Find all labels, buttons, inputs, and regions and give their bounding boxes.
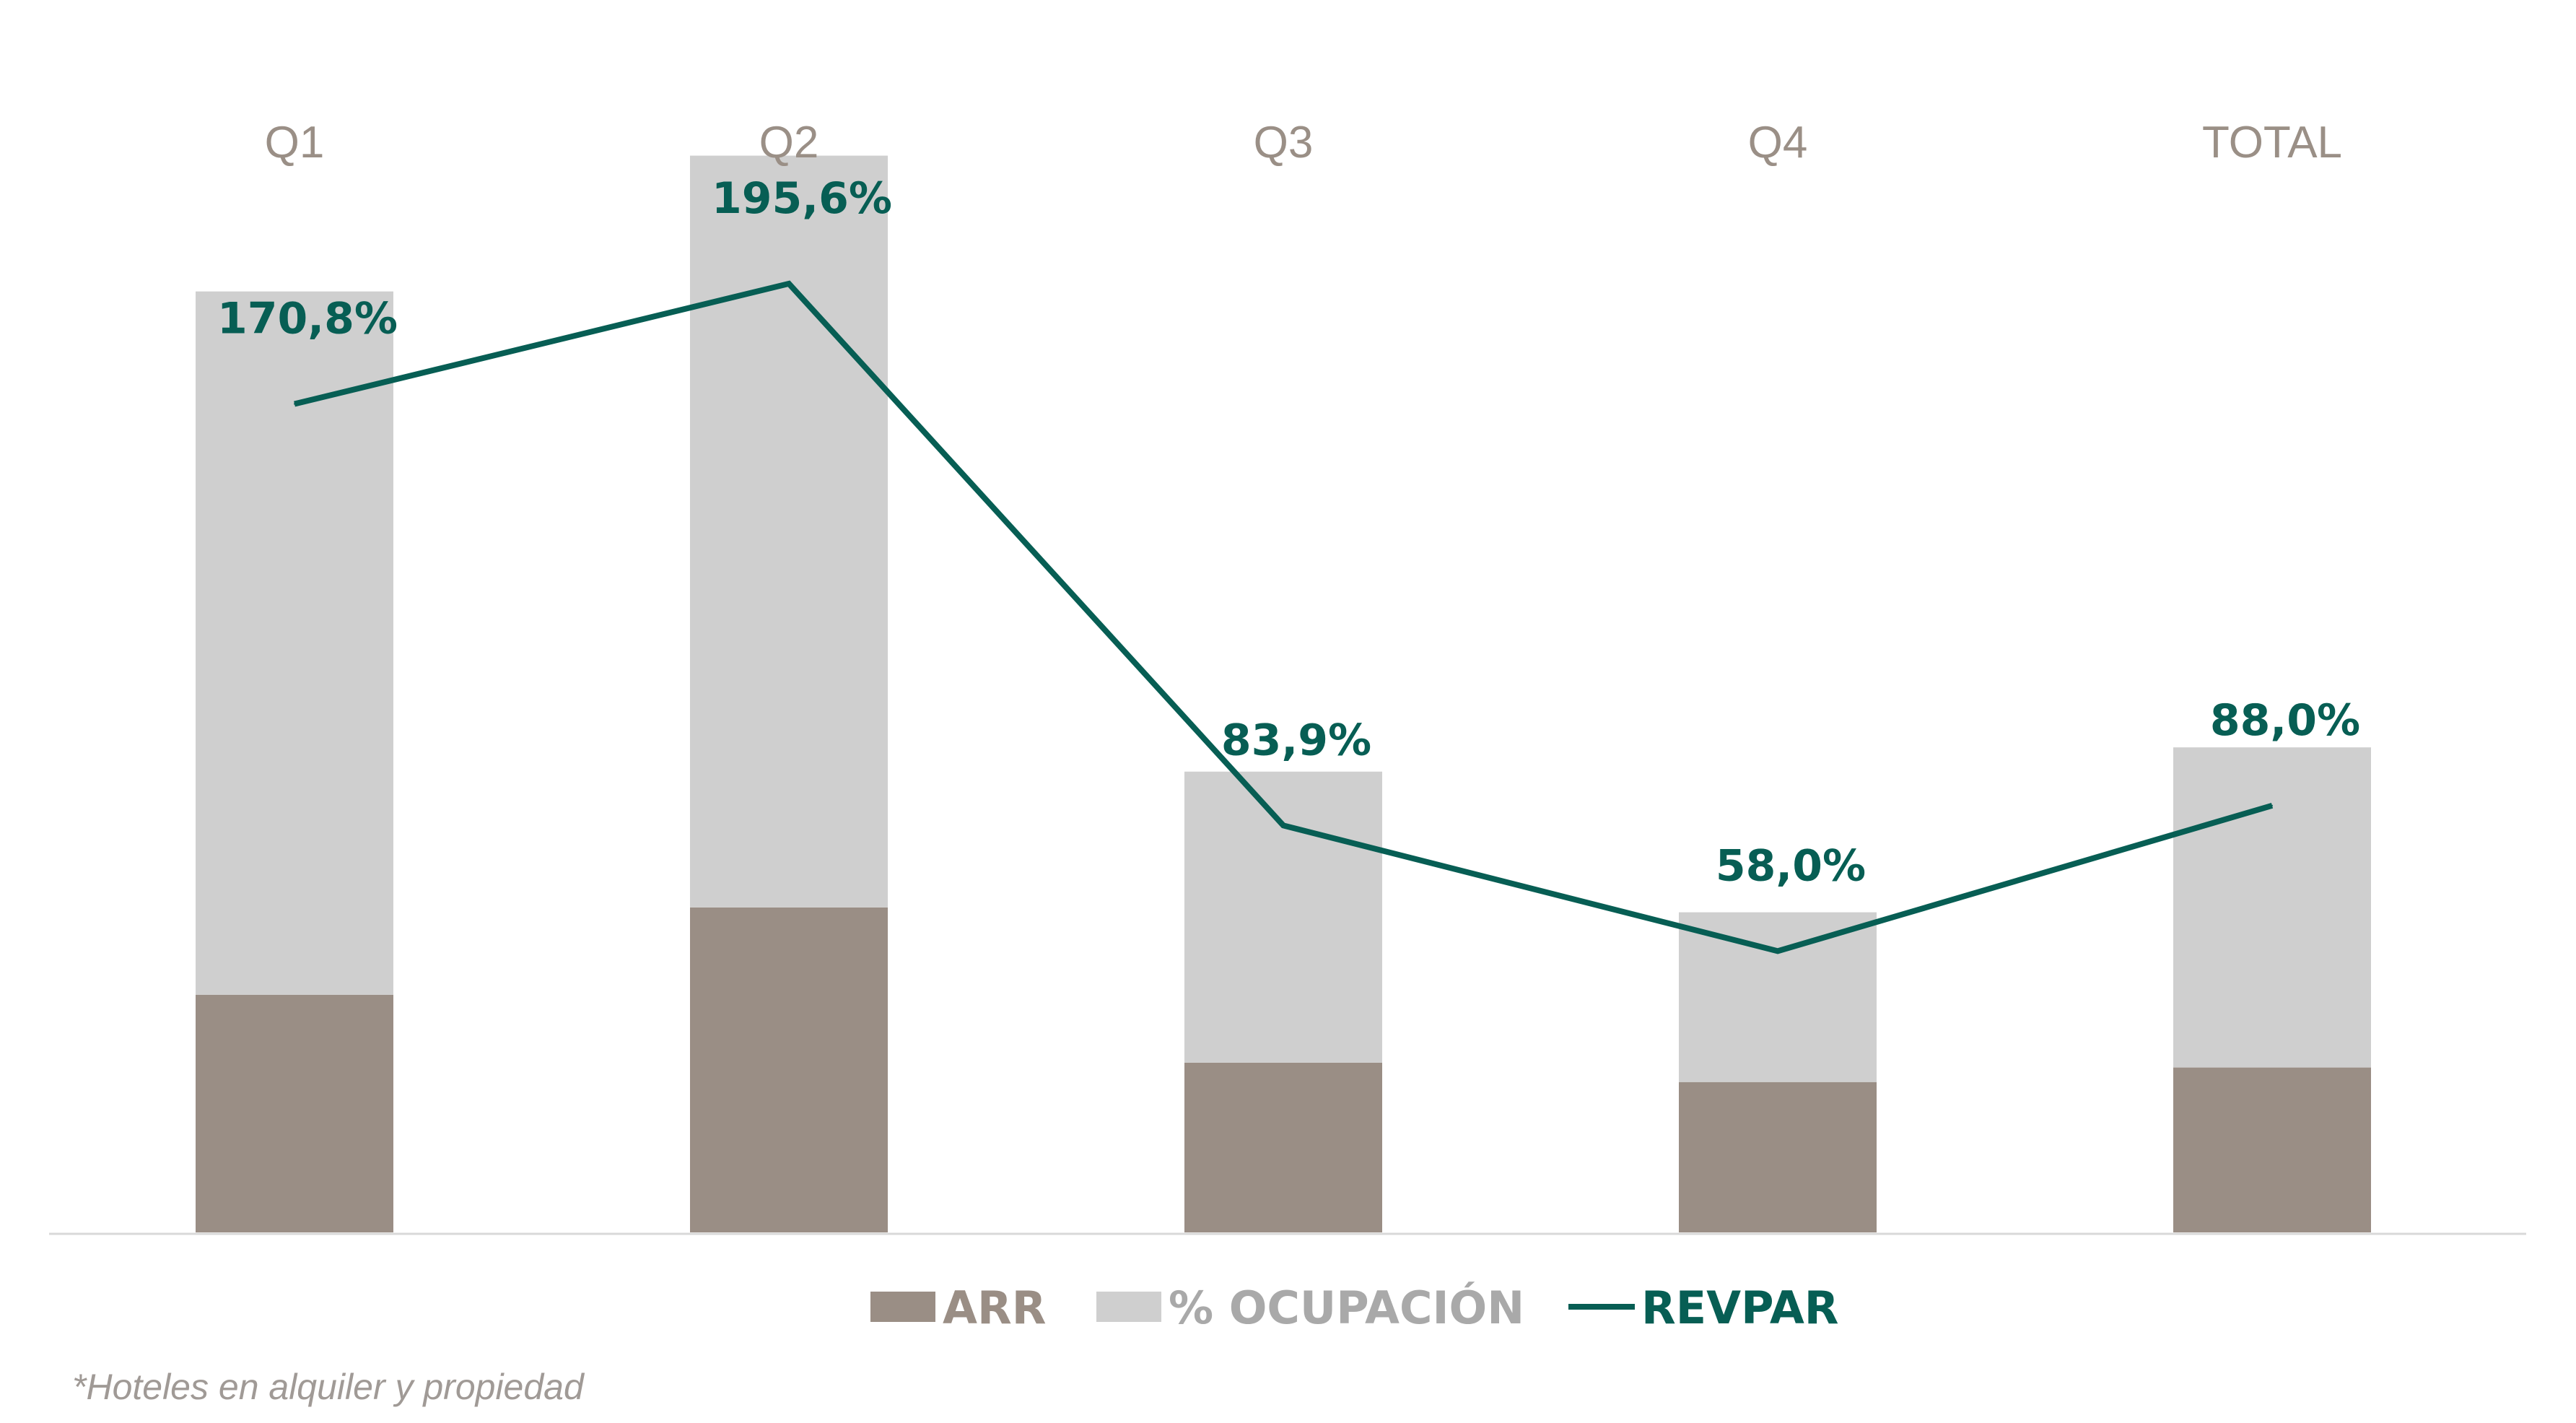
bar-ocupacion-total [2173,747,2371,1068]
bar-ocupacion-q1 [196,291,393,995]
bar-ocupacion-q2 [690,155,888,908]
bar-arr-total [2173,1067,2371,1232]
revpar-point-q1 [294,403,295,405]
bar-arr-q1 [196,994,393,1232]
revpar-point-q2 [788,282,790,284]
category-labels: Q1 Q2 Q3 Q4 TOTAL [265,118,2342,167]
category-label-q4: Q4 [1748,118,1808,167]
category-label-total: TOTAL [2202,118,2342,167]
bar-arr-q3 [1184,1062,1382,1232]
revpar-label-q1: 170,8% [217,294,398,344]
revpar-label-q2: 195,6% [712,173,892,224]
bar-ocupacion-q3 [1184,771,1382,1063]
revpar-point-total [2271,804,2273,806]
bar-ocupacion-q4 [1679,912,1877,1082]
revpar-label-q3: 83,9% [1221,715,1371,765]
bar-arr-q2 [690,907,888,1232]
revpar-label-total: 88,0% [2210,695,2360,746]
legend-label-arr: ARR [943,1281,1046,1334]
legend-label-ocupacion: % OCUPACIÓN [1169,1281,1524,1334]
category-label-q3: Q3 [1254,118,1314,167]
bar-layer [196,155,2371,1232]
revpar-point-q4 [1777,950,1778,952]
revpar-point-q3 [1283,824,1284,827]
bar-arr-q4 [1679,1082,1877,1232]
legend-swatch-arr [870,1292,935,1322]
data-labels: 170,8% 195,6% 83,9% 58,0% 88,0% [217,173,2360,891]
revpar-line-layer [294,280,2274,954]
legend: ARR % OCUPACIÓN REVPAR [870,1281,1839,1334]
legend-swatch-ocupacion [1096,1292,1161,1322]
legend-label-revpar: REVPAR [1641,1281,1839,1334]
category-label-q1: Q1 [265,118,325,167]
revpar-label-q4: 58,0% [1716,840,1866,891]
footnote: *Hoteles en alquiler y propiedad [72,1367,585,1407]
category-label-q2: Q2 [759,118,819,167]
